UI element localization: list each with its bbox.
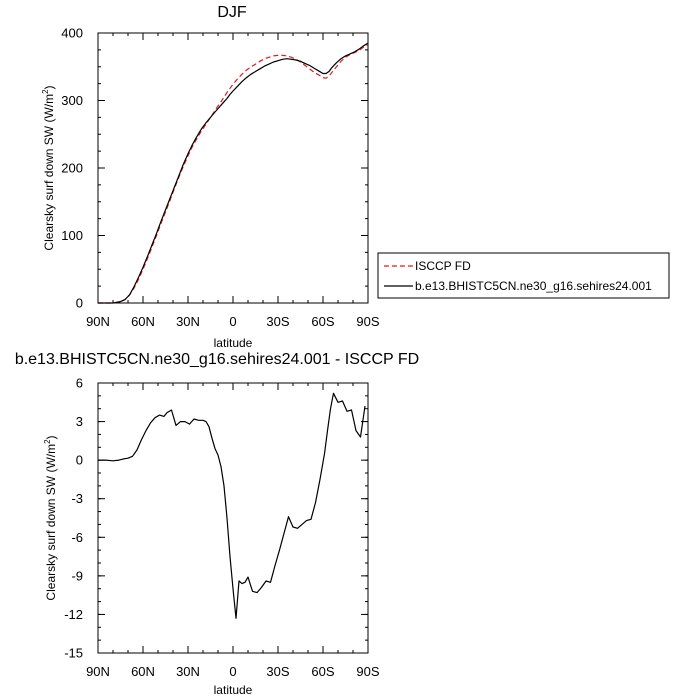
series-line-model (98, 42, 369, 304)
x-tick-label: 30S (266, 664, 289, 679)
y-tick-label: 300 (61, 93, 83, 108)
top-axis-ticks: 90N 60N 30N 0 30S 60S 90S 0 100 200 300 400 (61, 26, 380, 330)
y-tick-label: 0 (76, 453, 83, 468)
bottom-axis-ticks: 90N 60N 30N 0 30S 60S 90S -15 -12 -9 -6 -3 0 3 6 (64, 376, 380, 680)
y-tick-label: 6 (76, 376, 83, 391)
top-y-axis-label: Clearsky surf down SW (W/m2) (41, 85, 56, 250)
x-tick-label: 90N (86, 664, 110, 679)
legend-label-isccp: ISCCP FD (415, 259, 471, 273)
bottom-chart-title: b.e13.BHISTC5CN.ne30_g16.sehires24.001 -… (15, 351, 419, 368)
y-tick-label: 400 (61, 26, 83, 41)
legend: ISCCP FD b.e13.BHISTC5CN.ne30_g16.sehire… (377, 252, 670, 299)
y-tick-label: 0 (76, 296, 83, 311)
legend-box (377, 252, 670, 299)
x-tick-label: 90S (356, 314, 379, 329)
top-panel: DJF 90N 60N 30N 0 30S 60S 90S 0 100 200 300 400 lat… (41, 4, 380, 350)
bottom-y-axis-label-close: ) (44, 435, 58, 439)
top-y-axis-label-sup: 2 (41, 89, 50, 94)
x-tick-label: 0 (229, 664, 236, 679)
y-tick-label: -3 (71, 491, 83, 506)
series-line-isccp (98, 43, 369, 304)
y-tick-label: -15 (64, 646, 83, 661)
y-tick-label: -12 (64, 607, 83, 622)
top-chart-title: DJF (217, 4, 247, 21)
x-tick-label: 30N (176, 664, 200, 679)
x-tick-label: 30N (176, 314, 200, 329)
y-tick-label: 200 (61, 161, 83, 176)
x-tick-label: 60N (131, 664, 155, 679)
y-tick-label: 100 (61, 228, 83, 243)
bottom-y-axis-label-sup: 2 (43, 439, 52, 444)
y-tick-label: -9 (71, 568, 83, 583)
x-tick-label: 60S (311, 314, 334, 329)
bottom-series-lines (98, 392, 366, 619)
y-tick-label: 3 (76, 414, 83, 429)
x-tick-label: 90N (86, 314, 110, 329)
bottom-panel: b.e13.BHISTC5CN.ne30_g16.sehires24.001 -… (15, 351, 419, 697)
top-plot-frame (97, 32, 369, 304)
x-tick-label: 0 (229, 314, 236, 329)
top-x-axis-label: latitude (214, 336, 253, 350)
bottom-y-axis-label: Clearsky surf down SW (W/m2) (43, 435, 58, 600)
x-tick-label: 90S (356, 664, 379, 679)
x-tick-label: 60S (311, 664, 334, 679)
bottom-plot-frame (97, 382, 369, 654)
y-tick-label: -6 (71, 530, 83, 545)
x-tick-label: 60N (131, 314, 155, 329)
bottom-x-axis-label: latitude (214, 683, 253, 697)
top-series-lines (98, 42, 369, 304)
series-line-difference (98, 392, 366, 619)
bottom-y-axis-label-main: Clearsky surf down SW (W/m (44, 444, 58, 601)
top-y-axis-label-close: ) (42, 85, 56, 89)
top-y-axis-label-main: Clearsky surf down SW (W/m (42, 94, 56, 251)
x-tick-label: 30S (266, 314, 289, 329)
legend-label-model: b.e13.BHISTC5CN.ne30_g16.sehires24.001 (415, 279, 652, 293)
